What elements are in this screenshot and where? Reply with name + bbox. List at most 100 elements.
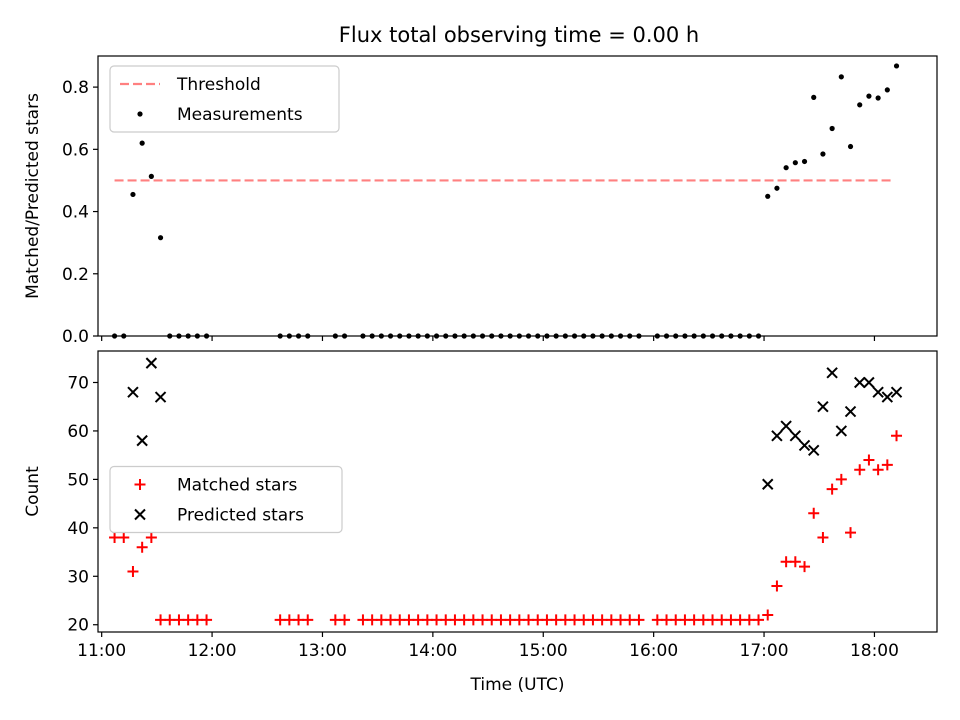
legend-matched-label: Matched stars (177, 476, 297, 496)
matched-point (624, 614, 636, 626)
predicted-point (808, 444, 820, 457)
matched-point (201, 614, 213, 626)
ratio-panel: 0.00.20.40.60.8 Matched/Predicted stars … (23, 55, 938, 347)
ratio-legend: Threshold Measurements (109, 65, 340, 133)
measurement-point (148, 173, 154, 179)
x-tick-label: 15:00 (519, 641, 568, 661)
matched-point (872, 464, 884, 476)
matched-point (136, 541, 148, 553)
matched-point (440, 614, 452, 626)
matched-point (559, 614, 571, 626)
matched-point (661, 614, 673, 626)
x-tick-label: 14:00 (408, 641, 457, 661)
y-tick-label: 0.8 (62, 78, 89, 98)
count-ticks: 20 30 40 50 60 70 11:00 12:00 13:00 14:00 15:00 16:… (67, 373, 899, 661)
matched-point (385, 614, 397, 626)
predicted-point (835, 425, 848, 437)
y-tick-label: 40 (67, 519, 89, 539)
measurement-point (884, 87, 890, 93)
predicted-point (127, 386, 139, 398)
matched-point (366, 614, 378, 626)
matched-point (477, 614, 489, 626)
matched-point (707, 614, 719, 626)
measurement-point (866, 93, 872, 99)
predicted-point (771, 430, 783, 442)
matched-point (550, 614, 562, 626)
matched-point (596, 614, 608, 626)
predicted-point (872, 386, 884, 398)
count-panel: 20 30 40 50 60 70 11:00 12:00 13:00 14:00 15:00 16:… (23, 350, 938, 695)
y-tick-label: 0.4 (62, 203, 89, 223)
matched-point (495, 614, 507, 626)
predicted-point (844, 405, 857, 418)
matched-point (845, 527, 857, 539)
measurement-point (157, 235, 164, 241)
predicted-point (789, 430, 802, 442)
predicted-point (136, 434, 148, 447)
x-tick-label: 17:00 (740, 641, 789, 661)
matched-point (697, 614, 709, 626)
matched-point (615, 614, 627, 626)
legend-measurements-label: Measurements (177, 105, 303, 125)
matched-point (467, 614, 479, 626)
matched-point (881, 459, 893, 471)
predicted-point (154, 391, 167, 403)
legend-box (109, 465, 343, 534)
matched-point (293, 614, 305, 626)
matched-point (541, 614, 553, 626)
matched-point (164, 614, 176, 626)
matched-point (173, 614, 185, 626)
matched-point (734, 614, 746, 626)
measurement-point (820, 151, 826, 157)
legend-measurements-swatch (137, 111, 143, 117)
matched-point (725, 614, 737, 626)
matched-point (394, 614, 406, 626)
matched-point (679, 614, 691, 626)
ratio-y-axis-label: Matched/Predicted stars (23, 93, 43, 299)
matched-point (762, 609, 774, 621)
predicted-point (826, 367, 838, 379)
legend-predicted-swatch (134, 508, 146, 521)
measurement-point (765, 193, 771, 199)
matched-point (513, 614, 525, 626)
y-tick-label: 20 (67, 616, 89, 636)
matched-point (504, 614, 516, 626)
matched-point (523, 614, 535, 626)
matched-point (854, 464, 866, 476)
x-tick-label: 11:00 (77, 641, 126, 661)
matched-point (329, 614, 341, 626)
matched-point (688, 614, 700, 626)
matched-point (753, 614, 765, 626)
matched-point (532, 614, 544, 626)
matched-point (605, 614, 617, 626)
matched-point (817, 532, 829, 544)
y-tick-label: 30 (67, 567, 89, 587)
measurement-point (801, 158, 808, 165)
matched-point (274, 614, 286, 626)
matched-point (191, 614, 203, 626)
matched-point (283, 614, 295, 626)
matched-point (403, 614, 415, 626)
ratio-marks (111, 63, 900, 339)
y-tick-label: 60 (67, 422, 89, 442)
measurement-point (792, 160, 798, 166)
predicted-point (854, 376, 866, 389)
predicted-point (780, 420, 792, 432)
measurement-point (783, 165, 789, 171)
measurement-point (811, 94, 817, 100)
matched-point (633, 614, 645, 626)
matched-point (127, 565, 139, 577)
matched-point (375, 614, 387, 626)
x-axis-label: Time (UTC) (470, 675, 565, 695)
measurement-point (875, 95, 881, 101)
y-tick-label: 50 (67, 470, 89, 490)
matched-point (339, 614, 351, 626)
x-tick-label: 13:00 (298, 641, 347, 661)
measurement-point (857, 102, 863, 108)
matched-point (302, 614, 314, 626)
matched-point (863, 454, 875, 466)
matched-point (155, 614, 167, 626)
matched-point (431, 614, 443, 626)
matched-point (780, 556, 792, 568)
legend-matched-swatch (134, 479, 146, 490)
